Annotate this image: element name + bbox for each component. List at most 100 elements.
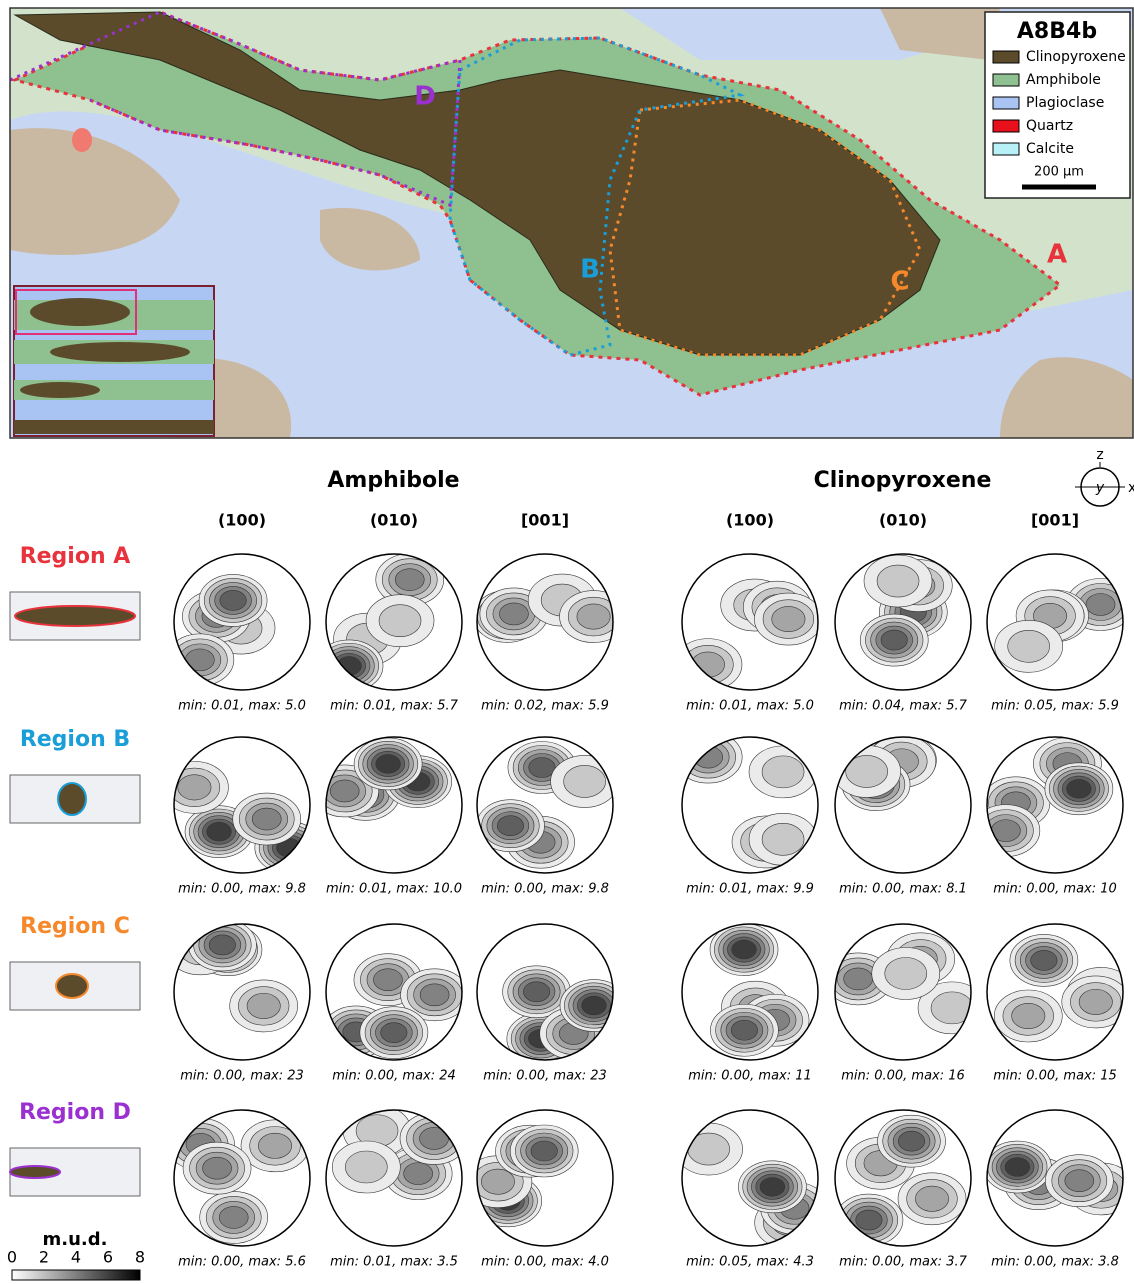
contour — [581, 995, 607, 1016]
contour — [208, 934, 236, 956]
region-label: Region B — [20, 727, 130, 752]
contour — [1064, 1169, 1095, 1193]
pole-stats: min: 0.01, max: 5.0 — [686, 699, 814, 714]
contour — [523, 981, 551, 1003]
pole-stats: min: 0.01, max: 5.7 — [330, 699, 458, 714]
map-region-label: B — [580, 255, 600, 285]
pole-stats: min: 0.00, max: 23 — [483, 1069, 607, 1084]
legend-swatch — [992, 50, 1020, 64]
contour — [915, 1185, 949, 1212]
colorbar-tick: 2 — [39, 1248, 49, 1267]
pole-figure — [477, 1110, 613, 1246]
legend-label: Quartz — [1026, 118, 1073, 134]
pole-outline — [325, 553, 463, 691]
contour — [206, 822, 232, 842]
map — [10, 8, 1133, 438]
pole-figure — [174, 1110, 310, 1246]
thumb-blob — [14, 605, 136, 627]
legend-swatch — [992, 73, 1020, 87]
contour — [202, 1156, 232, 1180]
pole-figure — [987, 1110, 1123, 1246]
pole-figure — [987, 737, 1123, 873]
plane-label: (100) — [726, 511, 774, 530]
colorbar-tick: 8 — [135, 1248, 145, 1267]
map-region-label: C — [890, 267, 909, 297]
pole-stats: min: 0.00, max: 16 — [841, 1069, 965, 1084]
contour — [1004, 1157, 1031, 1177]
pole-outline — [681, 553, 819, 691]
colorbar: m.u.d. 0 2 4 6 8 — [7, 1229, 145, 1281]
contour — [771, 606, 806, 633]
map-region-label: D — [414, 82, 436, 112]
pole-figure — [174, 554, 310, 690]
contour — [576, 603, 611, 630]
legend-label: Calcite — [1026, 141, 1074, 157]
pole-stats: min: 0.00, max: 10 — [993, 882, 1117, 897]
legend-label: Clinopyroxene — [1026, 49, 1126, 65]
map-title: A8B4b — [1017, 19, 1097, 44]
pole-stats: min: 0.01, max: 9.9 — [686, 882, 814, 897]
pole-figure — [174, 737, 310, 873]
colorbar-tick: 4 — [71, 1248, 81, 1267]
pole-outline — [476, 736, 614, 874]
contour — [761, 755, 805, 789]
colorbar-label: m.u.d. — [43, 1229, 108, 1250]
mineral-title: Clinopyroxene — [814, 468, 992, 493]
pole-figure — [835, 1110, 971, 1246]
region-thumbnail — [9, 591, 141, 641]
axis-x: x — [1128, 480, 1134, 496]
contour — [496, 815, 524, 837]
pole-figure — [326, 737, 462, 873]
contour — [876, 564, 920, 598]
pole-outline — [986, 1109, 1124, 1247]
pole-outline — [173, 553, 311, 691]
pole-stats: min: 0.01, max: 3.5 — [330, 1255, 458, 1270]
thumb-blob — [55, 973, 89, 999]
region-label: Region D — [19, 1100, 131, 1125]
region-label: Region A — [20, 544, 131, 569]
contour — [258, 1132, 292, 1159]
contour — [930, 991, 971, 1025]
contour — [177, 774, 212, 801]
contour — [528, 757, 556, 778]
pole-figure — [682, 1110, 818, 1246]
pole-stats: min: 0.00, max: 23 — [180, 1069, 304, 1084]
pole-stats: min: 0.01, max: 5.0 — [178, 699, 306, 714]
pole-stats: min: 0.00, max: 9.8 — [178, 882, 306, 897]
pole-figure — [326, 1110, 462, 1246]
contour — [1011, 1003, 1046, 1029]
contour — [394, 568, 425, 591]
pole-stats: min: 0.00, max: 5.6 — [178, 1255, 306, 1270]
legend-swatch — [992, 142, 1020, 156]
plane-label: [001] — [521, 511, 569, 530]
pole-figure — [682, 554, 818, 690]
pole-figure — [477, 737, 613, 873]
plane-label: (100) — [218, 511, 266, 530]
thumb-blob — [9, 1165, 61, 1179]
pole-stats: min: 0.00, max: 8.1 — [839, 882, 967, 897]
axis-y: y — [1095, 480, 1105, 496]
contour — [251, 807, 282, 831]
contour — [730, 1019, 758, 1041]
legend-swatch — [992, 96, 1020, 110]
pole-outline — [986, 553, 1124, 691]
pole-stats: min: 0.00, max: 9.8 — [481, 882, 609, 897]
pole-outline — [834, 1109, 972, 1247]
pole-stats: min: 0.00, max: 3.7 — [839, 1255, 967, 1270]
pole-figure — [174, 924, 310, 1060]
contour — [1007, 630, 1050, 663]
contour — [845, 755, 888, 788]
plane-label: (010) — [370, 511, 418, 530]
pole-figure — [835, 924, 971, 1060]
pole-stats: min: 0.00, max: 24 — [332, 1069, 456, 1084]
pole-figure — [835, 554, 971, 690]
pole-outline — [173, 923, 311, 1061]
pole-figure — [326, 554, 462, 690]
contour — [1030, 950, 1058, 971]
pole-outline — [986, 923, 1124, 1061]
contour — [499, 602, 529, 626]
contour — [1085, 593, 1116, 616]
axis-z: z — [1096, 447, 1103, 463]
contour — [731, 939, 757, 960]
contour — [843, 967, 873, 991]
